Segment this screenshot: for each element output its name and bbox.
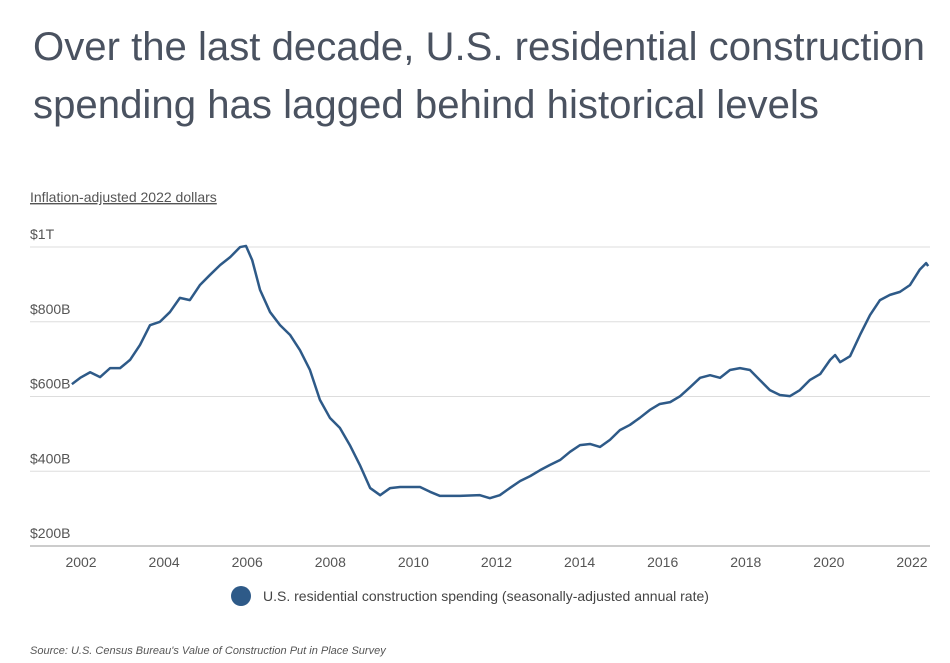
x-tick-label: 2020 — [813, 554, 844, 570]
x-tick-label: 2018 — [730, 554, 761, 570]
y-tick-label: $1T — [30, 226, 55, 242]
x-tick-label: 2010 — [398, 554, 429, 570]
x-tick-label: 2004 — [149, 554, 180, 570]
y-tick-label: $200B — [30, 525, 70, 541]
chart-title: spending has lagged behind historical le… — [33, 83, 819, 127]
x-tick-label: 2002 — [65, 554, 96, 570]
y-tick-label: $800B — [30, 301, 70, 317]
x-tick-label: 2008 — [315, 554, 346, 570]
x-tick-label: 2022 — [896, 554, 927, 570]
y-tick-label: $400B — [30, 450, 70, 466]
x-tick-label: 2012 — [481, 554, 512, 570]
x-tick-label: 2016 — [647, 554, 678, 570]
chart-title: Over the last decade, U.S. residential c… — [33, 25, 925, 69]
y-axis-label: Inflation-adjusted 2022 dollars — [30, 189, 217, 205]
y-tick-label: $600B — [30, 376, 70, 392]
source: Source: U.S. Census Bureau's Value of Co… — [30, 645, 387, 657]
line — [71, 244, 930, 500]
legend-label: U.S. residential construction spending (… — [263, 588, 709, 604]
legend-marker — [231, 586, 251, 606]
x-tick-label: 2006 — [232, 554, 263, 570]
x-tick-label: 2014 — [564, 554, 595, 570]
